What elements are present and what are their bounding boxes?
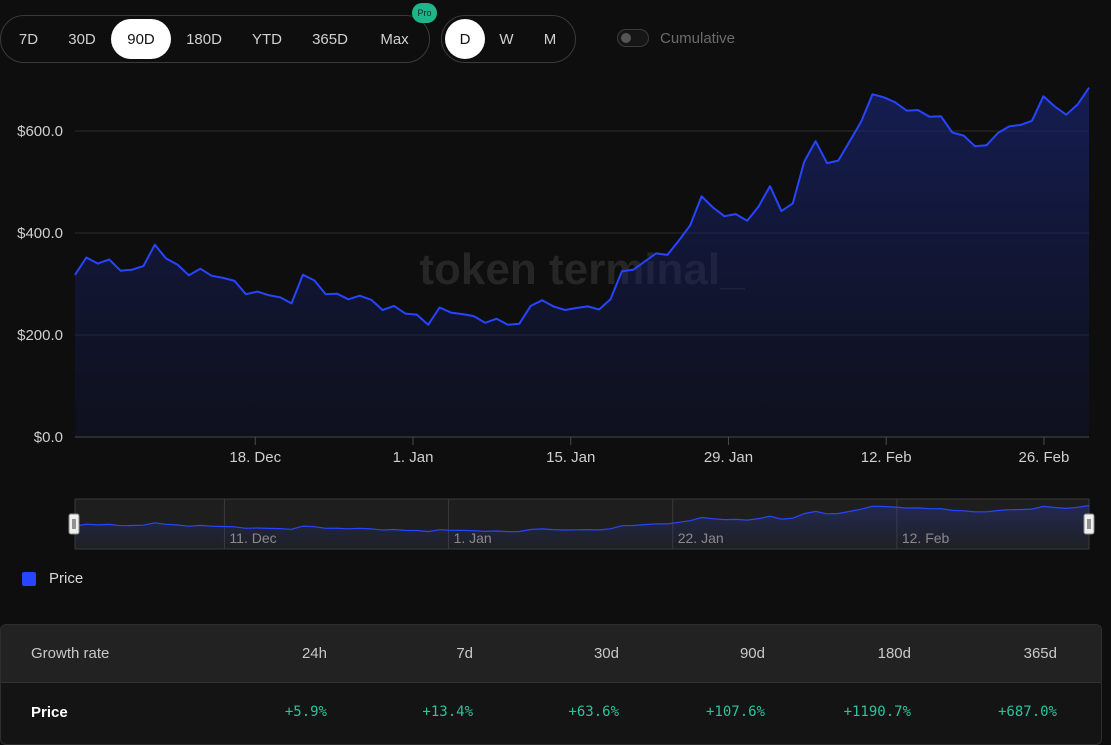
x-tick-label: 26. Feb xyxy=(1018,449,1069,466)
granularity-month-button[interactable]: M xyxy=(543,30,557,48)
range-180d-button[interactable]: 180D xyxy=(186,30,222,48)
x-tick-label: 18. Dec xyxy=(229,449,281,466)
growth-365d-value: +687.0% xyxy=(997,704,1057,720)
growth-24h-value: +5.9% xyxy=(284,704,327,720)
granularity-week-button[interactable]: W xyxy=(499,30,514,48)
x-tick-label: 1. Jan xyxy=(393,449,434,466)
pro-badge: Pro xyxy=(412,3,437,23)
toggle-knob xyxy=(621,33,631,43)
period-30d-header: 30d xyxy=(593,645,619,662)
price-chart[interactable]: token terminal_ $0.0$200.0$400.0$600.0 1… xyxy=(0,0,1111,490)
growth-table-header: Growth rate 24h 7d 30d 90d 180d 365d xyxy=(1,625,1101,683)
navigator-line xyxy=(74,504,1090,533)
y-tick-label: $600.0 xyxy=(17,123,63,140)
range-ytd-button[interactable]: YTD xyxy=(252,30,282,48)
chart-legend[interactable]: Price xyxy=(22,570,83,587)
range-navigator[interactable]: 11. Dec 1. Jan 22. Jan 12. Feb xyxy=(0,492,1111,562)
period-24h-header: 24h xyxy=(301,645,327,662)
y-tick-label: $200.0 xyxy=(17,327,63,344)
growth-90d-value: +107.6% xyxy=(705,704,765,720)
x-tick-label: 15. Jan xyxy=(546,449,595,466)
range-30d-button[interactable]: 30D xyxy=(68,30,96,48)
legend-label-price: Price xyxy=(49,570,84,587)
period-365d-header: 365d xyxy=(1023,645,1057,662)
navigator-area xyxy=(75,505,1089,549)
cumulative-toggle-wrapper: Cumulative xyxy=(617,29,735,47)
period-7d-header: 7d xyxy=(456,645,473,662)
navigator-tick-label: 11. Dec xyxy=(229,530,276,546)
granularity-selector: D W M xyxy=(441,15,576,63)
x-axis: 18. Dec 1. Jan 15. Jan 29. Jan 12. Feb 26. Fe… xyxy=(229,437,1069,466)
navigator-left-handle[interactable] xyxy=(68,513,80,535)
growth-180d-value: +1190.7% xyxy=(843,704,911,720)
range-365d-button[interactable]: 365D xyxy=(312,30,348,48)
legend-swatch-price xyxy=(22,571,36,586)
price-series-line xyxy=(74,87,1090,326)
granularity-day-button[interactable]: D xyxy=(445,19,485,59)
navigator-tick-label: 12. Feb xyxy=(902,530,950,546)
navigator-right-handle[interactable] xyxy=(1083,513,1095,535)
table-row: Price +5.9% +13.4% +63.6% +107.6% +1190.… xyxy=(1,683,1101,741)
range-90d-button[interactable]: 90D xyxy=(111,19,171,59)
period-180d-header: 180d xyxy=(877,645,911,662)
growth-rate-header: Growth rate xyxy=(31,645,110,662)
y-tick-label: $0.0 xyxy=(34,429,63,446)
cumulative-toggle[interactable] xyxy=(617,29,649,47)
cumulative-label: Cumulative xyxy=(660,29,736,47)
range-7d-button[interactable]: 7D xyxy=(18,30,39,48)
y-axis: $0.0 $200.0 $400.0 $600.0 xyxy=(17,123,63,446)
growth-7d-value: +13.4% xyxy=(422,704,473,720)
x-tick-label: 29. Jan xyxy=(704,449,753,466)
navigator-axis: 11. Dec 1. Jan 22. Jan 12. Feb xyxy=(229,530,949,546)
price-area xyxy=(75,87,1089,437)
period-90d-header: 90d xyxy=(739,645,765,662)
y-tick-label: $400.0 xyxy=(17,225,63,242)
row-label-price: Price xyxy=(31,703,68,721)
range-max-button[interactable]: Max xyxy=(380,30,409,48)
time-range-selector: 7D 30D 90D 180D YTD 365D Max xyxy=(0,15,430,63)
growth-30d-value: +63.6% xyxy=(568,704,619,720)
navigator-tick-label: 22. Jan xyxy=(678,530,724,546)
navigator-tick-label: 1. Jan xyxy=(454,530,492,546)
x-tick-label: 12. Feb xyxy=(861,449,912,466)
growth-rate-table: Growth rate 24h 7d 30d 90d 180d 365d Pri… xyxy=(0,624,1102,745)
